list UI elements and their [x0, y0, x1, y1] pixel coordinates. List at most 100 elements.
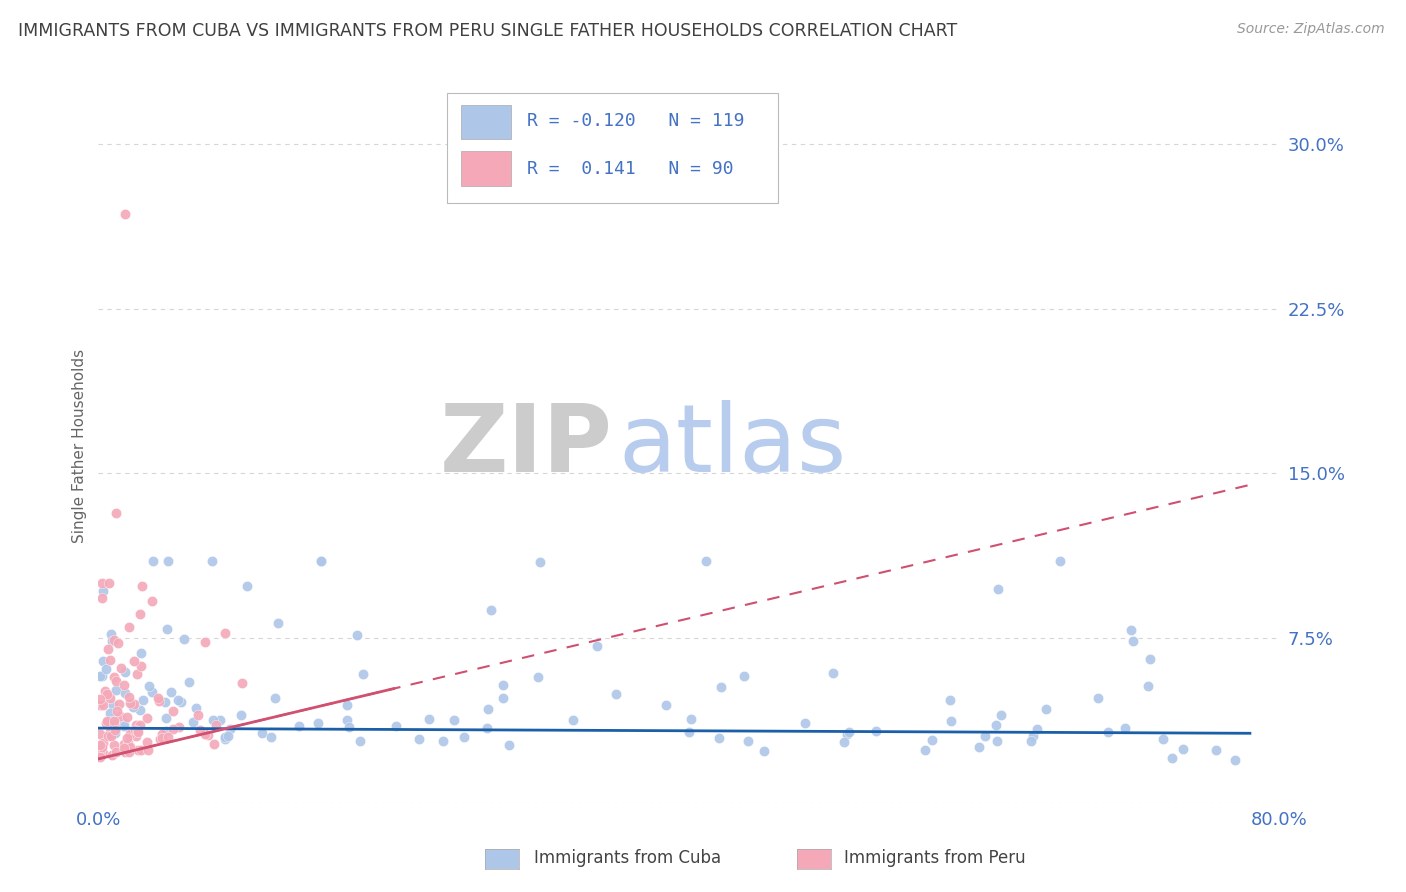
Point [156, 731, 179, 745]
Point [89, 727, 111, 741]
Point [141, 593, 163, 607]
Point [118, 745, 141, 759]
Point [101, 633, 124, 648]
Text: ZIP: ZIP [439, 400, 612, 492]
Point [1049, 554, 1071, 568]
Point [173, 632, 195, 646]
Point [707, 731, 730, 745]
Point [105, 704, 128, 718]
Point [219, 723, 242, 737]
Point [167, 720, 190, 734]
Point [129, 659, 152, 673]
Point [1087, 691, 1109, 706]
Point [1021, 730, 1043, 744]
Point [131, 579, 153, 593]
Point [121, 697, 143, 711]
Point [149, 731, 172, 746]
Point [98, 576, 121, 591]
Point [148, 693, 170, 707]
Point [737, 733, 759, 747]
Point [94, 716, 117, 731]
Point [98, 725, 121, 739]
Point [418, 712, 440, 726]
Point [986, 734, 1008, 748]
Point [118, 690, 141, 704]
Point [385, 718, 408, 732]
Point [110, 660, 132, 674]
Point [188, 723, 211, 737]
Point [118, 620, 141, 634]
Point [107, 698, 129, 712]
Point [114, 686, 136, 700]
Point [89, 691, 111, 706]
Point [118, 727, 141, 741]
Point [432, 734, 454, 748]
Point [214, 731, 236, 746]
Point [229, 707, 252, 722]
FancyBboxPatch shape [461, 105, 510, 139]
Point [914, 743, 936, 757]
Point [114, 665, 136, 679]
Point [129, 703, 152, 717]
Point [1019, 734, 1042, 748]
Point [1119, 623, 1142, 637]
Point [498, 738, 520, 752]
Point [105, 682, 128, 697]
Point [529, 555, 551, 569]
Point [453, 730, 475, 744]
Point [162, 704, 184, 718]
Point [94, 662, 117, 676]
Point [155, 723, 177, 738]
Point [181, 714, 204, 729]
Point [89, 738, 111, 752]
Point [129, 647, 152, 661]
Point [103, 714, 125, 729]
Point [100, 714, 122, 728]
Point [236, 579, 259, 593]
Point [352, 667, 374, 681]
Point [477, 702, 499, 716]
Text: Source: ZipAtlas.com: Source: ZipAtlas.com [1237, 22, 1385, 37]
Text: R =  0.141   N = 90: R = 0.141 N = 90 [527, 161, 734, 178]
Point [157, 554, 180, 568]
Point [695, 554, 717, 568]
Point [287, 718, 309, 732]
Point [974, 730, 997, 744]
Point [101, 747, 124, 762]
Point [89, 749, 111, 764]
Point [103, 698, 125, 712]
Point [96, 714, 118, 728]
Point [89, 745, 111, 759]
Point [197, 728, 219, 742]
Point [832, 735, 855, 749]
Point [443, 713, 465, 727]
Point [205, 718, 228, 732]
Point [104, 745, 127, 759]
Point [122, 700, 145, 714]
Point [108, 709, 131, 723]
Point [231, 676, 253, 690]
Text: Immigrants from Peru: Immigrants from Peru [844, 849, 1025, 867]
Point [89, 669, 111, 683]
Point [93, 584, 115, 599]
Point [1139, 652, 1161, 666]
Point [129, 718, 152, 732]
Point [105, 721, 128, 735]
Point [214, 626, 236, 640]
Point [1171, 742, 1194, 756]
Point [194, 634, 217, 648]
Point [217, 729, 239, 743]
Point [91, 746, 114, 760]
FancyBboxPatch shape [461, 152, 510, 186]
Text: IMMIGRANTS FROM CUBA VS IMMIGRANTS FROM PERU SINGLE FATHER HOUSEHOLDS CORRELATIO: IMMIGRANTS FROM CUBA VS IMMIGRANTS FROM … [18, 22, 957, 40]
Point [112, 737, 135, 751]
Point [122, 698, 145, 712]
Point [153, 695, 176, 709]
Point [160, 685, 183, 699]
Point [120, 740, 142, 755]
Point [967, 740, 990, 755]
Point [187, 708, 209, 723]
Point [184, 701, 207, 715]
Point [309, 554, 332, 568]
Point [127, 724, 149, 739]
